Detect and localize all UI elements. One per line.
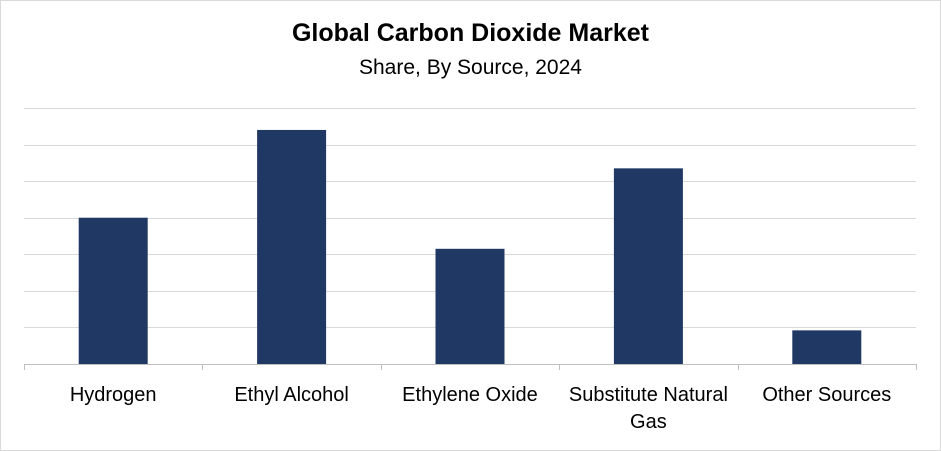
bars	[78, 129, 862, 364]
gridlines	[24, 108, 916, 328]
category-label: Gas	[630, 411, 667, 433]
bar	[78, 217, 148, 364]
category-label: Ethyl Alcohol	[234, 384, 349, 406]
chart-title: Global Carbon Dioxide Market	[291, 19, 649, 47]
category-label: Substitute Natural	[569, 384, 728, 406]
category-label: Ethylene Oxide	[402, 384, 538, 406]
chart-subtitle: Share, By Source, 2024	[359, 56, 582, 79]
category-labels: Hydrogen Ethyl Alcohol Ethylene Oxide Subst…	[70, 384, 891, 433]
x-axis	[24, 364, 917, 370]
bar	[613, 168, 683, 364]
bar	[792, 330, 862, 364]
bar	[257, 129, 327, 364]
category-label: Hydrogen	[70, 384, 157, 406]
category-label: Other Sources	[762, 384, 891, 406]
bar	[435, 248, 505, 364]
